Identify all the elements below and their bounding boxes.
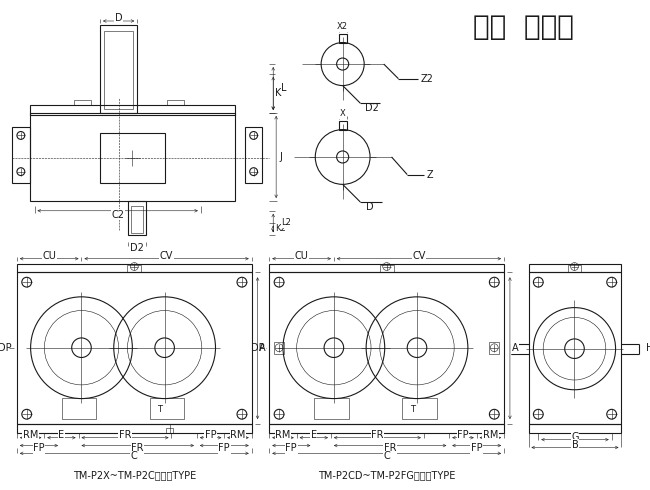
Bar (567, 265, 581, 272)
Text: X2: X2 (337, 23, 348, 31)
Text: Z: Z (427, 170, 434, 179)
Text: A: A (512, 343, 518, 353)
Text: X: X (340, 109, 346, 119)
Bar (166, 100, 184, 105)
Text: J: J (280, 152, 283, 162)
Text: RM: RM (230, 430, 246, 440)
Bar (528, 264, 621, 272)
Bar (131, 206, 143, 233)
Text: D2: D2 (365, 103, 379, 113)
Text: FP: FP (285, 443, 297, 453)
Text: TM-P2CD~TM-P2FG适用此TYPE: TM-P2CD~TM-P2FG适用此TYPE (318, 470, 456, 480)
Bar (17, 264, 252, 272)
Text: L2: L2 (281, 219, 291, 227)
Text: CU: CU (294, 251, 309, 261)
Text: E: E (311, 430, 317, 440)
Bar (269, 272, 504, 424)
Text: FR: FR (119, 430, 131, 440)
Text: L: L (281, 83, 287, 94)
Text: RM: RM (276, 430, 291, 440)
Bar (339, 121, 346, 129)
Bar (17, 272, 252, 424)
Text: FP: FP (471, 443, 482, 453)
Text: FR: FR (371, 430, 384, 440)
Bar (30, 105, 235, 115)
Text: T: T (410, 405, 415, 414)
Bar (100, 132, 164, 183)
Bar (380, 265, 393, 272)
Text: K: K (275, 88, 281, 98)
Text: DP: DP (0, 343, 12, 353)
Bar (528, 272, 621, 424)
Text: Z2: Z2 (421, 74, 434, 84)
Bar (489, 342, 499, 354)
Text: CV: CV (412, 251, 426, 261)
Text: D: D (115, 13, 122, 23)
Bar (62, 397, 96, 419)
Bar (100, 25, 137, 113)
Bar (30, 113, 235, 201)
Bar (528, 424, 621, 433)
Bar (269, 424, 504, 433)
Bar (402, 397, 437, 419)
Text: FP: FP (218, 443, 230, 453)
Text: TM-P2X~TM-P2C适用此TYPE: TM-P2X~TM-P2C适用此TYPE (73, 470, 196, 480)
Bar (129, 201, 146, 235)
Bar (73, 100, 91, 105)
Text: DP: DP (251, 343, 265, 353)
Text: RM: RM (483, 430, 498, 440)
Text: RM: RM (23, 430, 38, 440)
Bar (339, 34, 346, 43)
Bar (104, 31, 133, 109)
Bar (17, 424, 252, 433)
Text: FP: FP (33, 443, 45, 453)
Bar (269, 264, 504, 272)
Bar (274, 342, 284, 354)
Text: C: C (131, 451, 138, 461)
Bar (150, 397, 184, 419)
Text: E: E (58, 430, 64, 440)
Text: K2: K2 (275, 224, 285, 233)
Text: B: B (571, 440, 578, 449)
Text: FP: FP (205, 430, 216, 440)
Text: FP: FP (457, 430, 469, 440)
Text: D2: D2 (130, 243, 144, 253)
Text: H: H (646, 343, 650, 353)
Text: A: A (259, 343, 266, 353)
Text: C2: C2 (111, 210, 124, 220)
Bar (127, 265, 141, 272)
Text: T: T (157, 405, 162, 414)
Text: FR: FR (131, 443, 144, 453)
Bar (12, 126, 30, 183)
Text: C: C (384, 451, 390, 461)
Text: CV: CV (160, 251, 174, 261)
Bar (315, 397, 348, 419)
Text: 二段  平行轴: 二段 平行轴 (473, 13, 574, 41)
Text: CU: CU (42, 251, 56, 261)
Text: FR: FR (384, 443, 396, 453)
Text: D: D (366, 202, 374, 212)
Text: G: G (571, 432, 578, 441)
Bar (245, 126, 263, 183)
Bar (166, 428, 174, 433)
